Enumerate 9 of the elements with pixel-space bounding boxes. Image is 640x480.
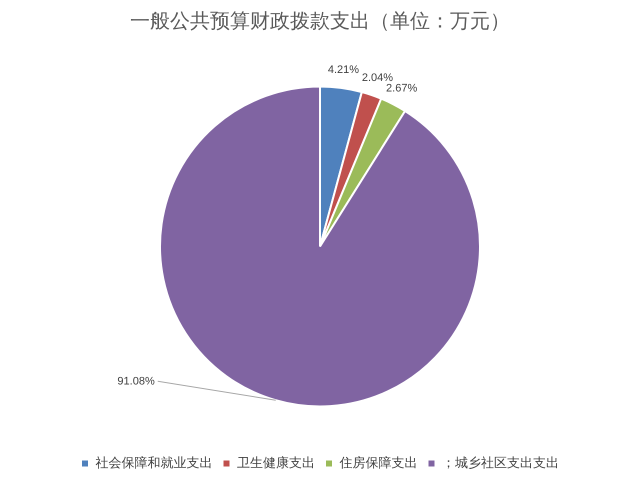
legend-label: 住房保障支出	[338, 455, 418, 470]
data-label: 2.67%	[386, 82, 418, 94]
legend-label: ；城乡社区支出支出	[442, 455, 559, 470]
legend-label: 社会保障和就业支出	[96, 455, 212, 470]
data-label: 2.04%	[362, 72, 394, 84]
chart-title: 一般公共预算财政拨款支出（单位：万元）	[130, 10, 510, 33]
legend-label: 卫生健康支出	[237, 455, 315, 470]
data-label: 91.08%	[117, 375, 155, 388]
data-label: 4.21%	[328, 64, 360, 76]
